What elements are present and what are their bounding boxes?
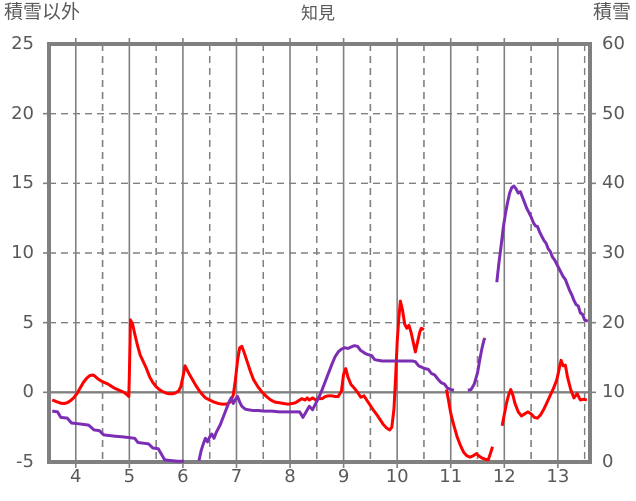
- y2-axis-tick-label: 50: [602, 102, 625, 124]
- y2-axis-tick-label: 0: [602, 451, 614, 472]
- x-axis-tick-label: 13: [546, 466, 570, 487]
- y2-axis-tick-label: 10: [602, 381, 625, 403]
- x-axis-tick-label: 7: [230, 466, 243, 487]
- y-axis-tick-label: 10: [11, 242, 34, 263]
- y2-axis-tick-label: 20: [602, 311, 625, 333]
- y2-axis-tick-label: 60: [602, 33, 625, 54]
- x-axis-tick-label: 12: [492, 466, 516, 487]
- right-axis-title: 積雪: [592, 1, 631, 23]
- x-axis-tick-label: 11: [439, 466, 463, 487]
- x-axis-tick-label: 9: [337, 466, 350, 487]
- x-axis-tick-label: 8: [284, 466, 296, 487]
- y2-axis-tick-label: 40: [602, 172, 625, 194]
- y-axis-tick-label: 20: [11, 102, 34, 124]
- data-series: [51, 184, 589, 463]
- axis-ticks: [43, 38, 596, 468]
- left-axis-title: 積雪以外: [4, 1, 81, 23]
- x-axis-tick-label: 5: [123, 466, 136, 487]
- y-axis-tick-label: -5: [16, 451, 34, 472]
- y-axis-tick-label: 25: [11, 33, 34, 54]
- chart-title: 知見: [301, 4, 335, 24]
- y-axis-tick-label: 5: [22, 311, 34, 333]
- y2-axis-tick-label: 30: [602, 242, 625, 263]
- x-axis-tick-label: 4: [70, 466, 82, 487]
- y-axis-tick-label: 0: [22, 381, 34, 403]
- x-axis-tick-label: 10: [385, 466, 409, 487]
- y-axis-tick-label: 15: [11, 172, 34, 194]
- x-axis-tick-label: 6: [177, 466, 189, 487]
